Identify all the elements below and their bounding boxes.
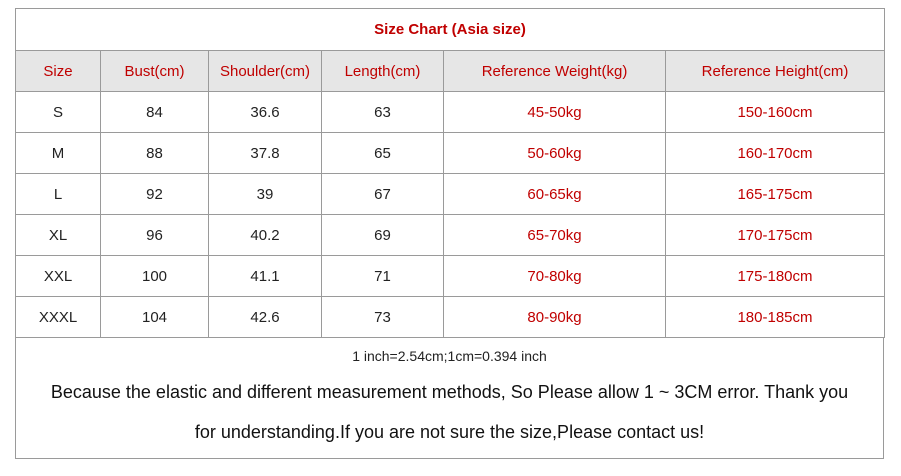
size-chart: Size Chart (Asia size) Size Bust(cm) Shoul… [15,8,885,459]
conversion: 1 inch=2.54cm;1cm=0.394 inch [352,348,547,364]
header-cell: Length(cm) [321,50,444,92]
cell: 150-160cm [665,91,885,133]
cell: 104 [100,296,209,338]
header-cell: Reference Weight(kg) [443,50,666,92]
cell: M [15,132,101,174]
cell: 42.6 [208,296,322,338]
cell: 63 [321,91,444,133]
cell: 45-50kg [443,91,666,133]
cell: 67 [321,173,444,215]
cell: 180-185cm [665,296,885,338]
cell: 80-90kg [443,296,666,338]
cell: 60-65kg [443,173,666,215]
cell: 71 [321,255,444,297]
note-line: Because the elastic and different measur… [50,382,849,402]
size-table: Size Chart (Asia size) Size Bust(cm) Shoul… [15,8,885,338]
cell: 96 [100,214,209,256]
cell: 65 [321,132,444,174]
cell: 73 [321,296,444,338]
header-cell: Bust(cm) [100,50,209,92]
cell: 41.1 [208,255,322,297]
header-cell: Size [15,50,101,92]
cell: 69 [321,214,444,256]
table-body: Size Chart (Asia size) Size Bust(cm) Shoul… [15,8,885,338]
footer: 1 inch=2.54cm;1cm=0.394 inch Because the… [15,338,884,459]
cell: XXXL [15,296,101,338]
cell: 37.8 [208,132,322,174]
cell: 175-180cm [665,255,885,297]
data-row: XXXL 104 42.6 73 80-90kg 180-185cm [15,296,885,338]
header-cell: Shoulder(cm) [208,50,322,92]
cell: 100 [100,255,209,297]
cell: 84 [100,91,209,133]
cell: 50-60kg [443,132,666,174]
cell: S [15,91,101,133]
cell: XL [15,214,101,256]
cell: 165-175cm [665,173,885,215]
cell: 70-80kg [443,255,666,297]
cell: XXL [15,255,101,297]
note-line: for understanding.If you are not sure th… [194,422,705,442]
header-cell: Reference Height(cm) [665,50,885,92]
title-row: Size Chart (Asia size) [15,8,885,51]
cell: 160-170cm [665,132,885,174]
cell: 92 [100,173,209,215]
data-row: XL 96 40.2 69 65-70kg 170-175cm [15,214,885,256]
cell: 65-70kg [443,214,666,256]
data-row: XXL 100 41.1 71 70-80kg 175-180cm [15,255,885,297]
cell: 170-175cm [665,214,885,256]
cell: 88 [100,132,209,174]
data-row: S 84 36.6 63 45-50kg 150-160cm [15,91,885,133]
cell: 40.2 [208,214,322,256]
cell: L [15,173,101,215]
cell: 39 [208,173,322,215]
cell: 36.6 [208,91,322,133]
data-row: L 92 39 67 60-65kg 165-175cm [15,173,885,215]
title: Size Chart (Asia size) [15,8,885,51]
header-row: Size Bust(cm) Shoulder(cm) Length(cm) Refere… [15,50,885,92]
data-row: M 88 37.8 65 50-60kg 160-170cm [15,132,885,174]
